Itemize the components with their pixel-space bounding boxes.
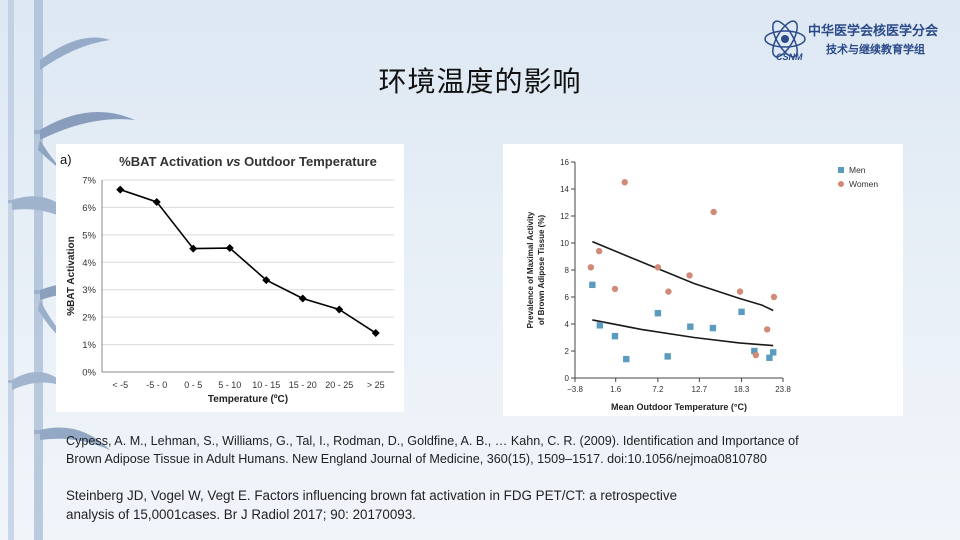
x-tick-label: 10 - 15 bbox=[252, 380, 280, 390]
data-point bbox=[189, 244, 198, 253]
x-tick-label: < -5 bbox=[112, 380, 128, 390]
x-tick-label: 20 - 25 bbox=[325, 380, 353, 390]
data-point bbox=[371, 329, 380, 338]
data-point-men bbox=[709, 324, 717, 332]
data-point-men bbox=[766, 354, 773, 361]
data-point-women bbox=[770, 293, 778, 301]
y-tick-label: 4 bbox=[565, 320, 570, 329]
y-tick-label: 0 bbox=[565, 374, 570, 383]
org-subtitle: 技术与继续教育学组 bbox=[826, 43, 925, 56]
data-point-women bbox=[611, 285, 619, 293]
y-tick-label: 4% bbox=[82, 258, 96, 269]
panel-label: a) bbox=[60, 152, 72, 167]
data-point-women bbox=[752, 351, 760, 359]
y-tick-label: 0% bbox=[82, 368, 96, 379]
y-tick-label: 5% bbox=[82, 230, 96, 241]
data-point-women bbox=[621, 179, 628, 186]
data-point bbox=[298, 294, 307, 303]
data-point-men bbox=[589, 281, 596, 289]
x-tick-label: 5 - 10 bbox=[218, 380, 241, 390]
data-point-women bbox=[595, 247, 603, 255]
page-title: 环境温度的影响 bbox=[378, 65, 582, 98]
x-tick-label: -5 - 0 bbox=[146, 380, 167, 390]
y-tick-label: 16 bbox=[560, 158, 569, 167]
y-tick-label: 6 bbox=[565, 293, 570, 302]
y-axis-label: %BAT Activation bbox=[66, 236, 77, 315]
y-tick-label: 10 bbox=[560, 239, 569, 248]
data-point-men bbox=[611, 332, 619, 340]
data-point-women bbox=[710, 208, 717, 216]
data-point-women bbox=[654, 264, 662, 271]
x-tick-label: > 25 bbox=[367, 380, 385, 390]
x-tick-label: 15 - 20 bbox=[289, 380, 317, 390]
y-tick-label: 3% bbox=[82, 285, 96, 296]
y-axis-label-line1: Prevalence of Maximal Activity bbox=[526, 211, 535, 328]
data-point-men bbox=[687, 323, 694, 330]
reference-steinberg-line2: analysis of 15,0001cases. Br J Radiol 20… bbox=[66, 507, 416, 522]
y-tick-label: 6% bbox=[82, 203, 96, 214]
data-point bbox=[262, 276, 271, 285]
line-chart-panel: a) %BAT Activation vs Outdoor Temperature… bbox=[56, 144, 404, 412]
data-point-men bbox=[664, 353, 671, 360]
x-tick-label: 18.3 bbox=[734, 385, 750, 394]
reference-steinberg: Steinberg JD, Vogel W, Vegt E. Factors i… bbox=[66, 486, 926, 524]
x-tick-label: 1.6 bbox=[610, 385, 622, 394]
reference-cypess: Cypess, A. M., Lehman, S., Williams, G.,… bbox=[66, 432, 926, 468]
organization-logo: CSNM 中华医学会核医学分会 技术与继续教育学组 bbox=[758, 14, 958, 66]
data-point-men bbox=[654, 310, 662, 317]
legend-label: Men bbox=[849, 165, 866, 175]
y-tick-label: 2 bbox=[565, 347, 570, 356]
data-point-women bbox=[665, 288, 672, 295]
csnm-atom-icon: CSNM bbox=[764, 20, 806, 62]
chart-title-part: %BAT Activation bbox=[119, 154, 226, 169]
reference-cypess-line1: Cypess, A. M., Lehman, S., Williams, G.,… bbox=[66, 434, 799, 448]
y-tick-label: 14 bbox=[560, 185, 569, 194]
line-chart: a) %BAT Activation vs Outdoor Temperature… bbox=[60, 152, 394, 405]
trend-line bbox=[592, 240, 774, 312]
legend-label: Women bbox=[849, 179, 878, 189]
x-axis-label: Mean Outdoor Temperature (°C) bbox=[611, 402, 747, 412]
x-axis-label: Temperature (ºC) bbox=[208, 394, 288, 405]
x-tick-label: 23.8 bbox=[775, 385, 791, 394]
y-tick-label: 7% bbox=[82, 176, 96, 187]
reference-cypess-line2: Brown Adipose Tissue in Adult Humans. Ne… bbox=[66, 452, 767, 466]
series-line bbox=[119, 188, 377, 334]
data-point-women bbox=[686, 272, 693, 279]
data-point bbox=[335, 305, 344, 314]
data-point-men bbox=[738, 308, 745, 316]
y-axis-label-line2: of Brown Adipose Tissue (%) bbox=[537, 215, 546, 326]
data-point-men bbox=[623, 355, 630, 363]
data-point-women bbox=[763, 326, 771, 333]
data-point bbox=[225, 244, 234, 253]
data-point bbox=[116, 185, 125, 194]
data-point-men bbox=[751, 347, 758, 355]
legend-marker-women bbox=[838, 181, 844, 187]
y-tick-label: 2% bbox=[82, 313, 96, 324]
data-point-women bbox=[736, 288, 744, 295]
chart-title-part: vs bbox=[226, 154, 240, 169]
y-tick-label: 8 bbox=[565, 266, 570, 275]
x-tick-label: 12.7 bbox=[692, 385, 708, 394]
chart-title-part: Outdoor Temperature bbox=[241, 154, 377, 169]
x-tick-label: 7.2 bbox=[652, 385, 664, 394]
org-name: 中华医学会核医学分会 bbox=[808, 24, 939, 39]
data-point-men bbox=[596, 322, 604, 329]
data-point bbox=[152, 197, 161, 206]
scatter-chart-panel: 0 2 4 6 8 10 12 14 16 −3.8 1.6 7.2 12.7 18.3 23.8 Men Wo… bbox=[503, 144, 903, 416]
x-tick-label: 0 - 5 bbox=[184, 380, 202, 390]
data-point-men bbox=[770, 349, 777, 356]
reference-steinberg-line1: Steinberg JD, Vogel W, Vegt E. Factors i… bbox=[66, 488, 678, 503]
x-tick-label: −3.8 bbox=[567, 385, 583, 394]
logo-text: CSNM bbox=[776, 52, 803, 62]
y-tick-label: 12 bbox=[560, 212, 569, 221]
trend-line bbox=[592, 319, 774, 347]
scatter-chart: 0 2 4 6 8 10 12 14 16 −3.8 1.6 7.2 12.7 18.3 23.8 Men Wo… bbox=[526, 158, 878, 412]
chart-title: %BAT Activation vs Outdoor Temperature bbox=[119, 154, 377, 169]
y-tick-label: 1% bbox=[82, 340, 96, 351]
legend-marker-men bbox=[838, 167, 844, 173]
data-point-women bbox=[587, 264, 595, 271]
